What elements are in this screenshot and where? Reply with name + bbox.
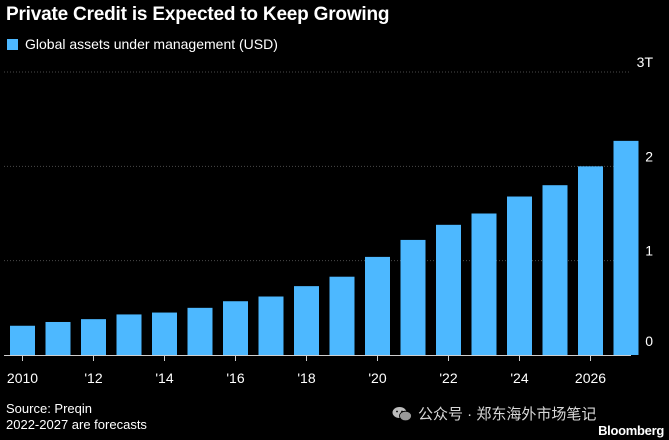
bar xyxy=(45,321,71,355)
source-text: Source: Preqin xyxy=(6,401,92,416)
bar xyxy=(152,312,177,355)
bar xyxy=(10,325,35,355)
bar xyxy=(507,196,532,355)
y-tick-label: 2 xyxy=(645,148,653,164)
wechat-icon xyxy=(392,406,412,422)
bar xyxy=(471,213,497,355)
forecast-note: 2022-2027 are forecasts xyxy=(6,417,147,432)
x-tick-label: '24 xyxy=(510,370,528,386)
bar xyxy=(542,185,568,355)
watermark-text: 公众号 · 郑东海外市场笔记 xyxy=(418,406,597,423)
bar xyxy=(578,166,603,355)
x-tick-label: 2026 xyxy=(575,370,606,386)
source-note: Source: Preqin 2022-2027 are forecasts xyxy=(6,401,147,433)
x-tick-label: '16 xyxy=(226,370,244,386)
bar xyxy=(613,140,639,355)
legend-label: Global assets under management (USD) xyxy=(25,36,278,52)
x-tick-label: 2010 xyxy=(7,370,38,386)
chart-title: Private Credit is Expected to Keep Growi… xyxy=(6,4,390,25)
x-tick-label: '22 xyxy=(439,370,457,386)
x-tick-label: '14 xyxy=(155,370,173,386)
bar xyxy=(81,319,106,355)
bar xyxy=(400,239,426,355)
x-tick-label: '18 xyxy=(297,370,315,386)
y-tick-label: 3T xyxy=(637,54,654,70)
bar-chart: 0 1 2 3T 2010 '12 '14 '16 '18 '20 '22 '24 2026 xyxy=(4,54,654,386)
legend-swatch xyxy=(7,38,18,50)
legend: Global assets under management (USD) xyxy=(7,36,278,52)
bar xyxy=(436,224,461,355)
bar xyxy=(223,301,248,355)
x-tick-label: '12 xyxy=(84,370,102,386)
bar xyxy=(116,314,142,355)
bar xyxy=(365,256,390,355)
watermark: 公众号 · 郑东海外市场笔记 xyxy=(392,403,596,424)
bar xyxy=(294,286,319,355)
y-tick-label: 0 xyxy=(645,333,653,349)
x-tick-label: '20 xyxy=(368,370,386,386)
bloomberg-logo: Bloomberg xyxy=(598,423,664,438)
bar xyxy=(258,296,284,355)
y-tick-label: 1 xyxy=(645,243,653,259)
bar xyxy=(329,276,355,355)
bar xyxy=(187,307,213,355)
